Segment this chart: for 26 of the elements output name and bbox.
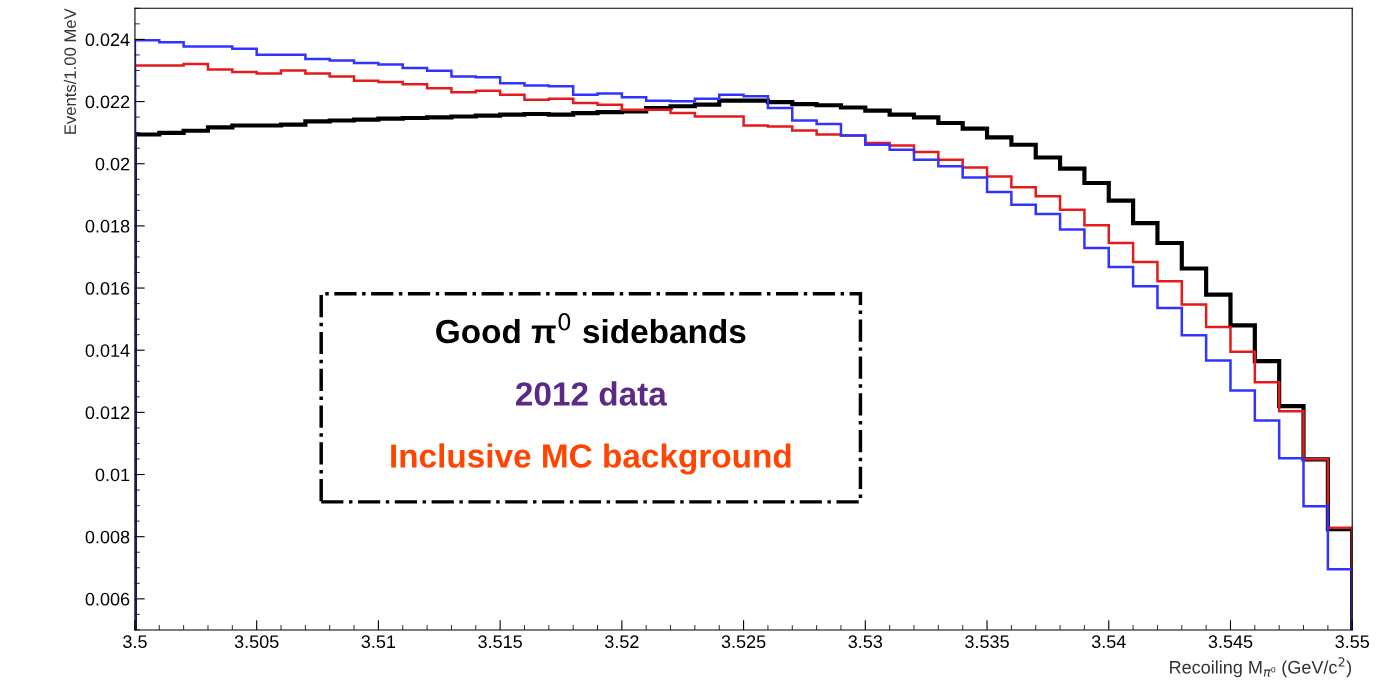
y-tick-label: 0.008 <box>85 530 130 544</box>
y-tick-label: 0.02 <box>95 157 130 171</box>
x-tick-label: 3.54 <box>1091 635 1126 649</box>
x-tick-label: 3.545 <box>1208 635 1253 649</box>
annotation: Good π$^{0}$ sidebands <box>436 312 746 344</box>
x-tick-label: 3.5 <box>123 635 147 649</box>
y-tick-label: 0.022 <box>85 95 130 109</box>
y-tick-label: 0.014 <box>85 344 130 357</box>
x-tick-label: 3.53 <box>848 635 883 649</box>
x-tick-label: 3.515 <box>478 635 522 649</box>
y-tick-label: 0.01 <box>95 468 130 482</box>
x-tick-label: 3.52 <box>604 635 639 649</box>
y-tick-label: 0.012 <box>85 406 130 420</box>
y-tick-label: 0.016 <box>85 281 130 295</box>
x-axis-title: Recoiling M$_{π⁰}$ (GeV/c$^{2}$) <box>1170 657 1352 678</box>
x-tick-label: 3.535 <box>965 635 1009 649</box>
x-tick-label: 3.55 <box>1335 635 1370 649</box>
annotation: 2012 data <box>516 381 668 406</box>
x-tick-label: 3.51 <box>361 635 396 649</box>
x-tick-label: 3.525 <box>721 635 766 649</box>
y-axis-title: Events/1.00 MeV <box>63 8 77 134</box>
annotation: Inclusive MC background <box>391 443 791 475</box>
y-tick-label: 0.024 <box>85 33 130 47</box>
y-tick-label: 0.006 <box>85 592 130 606</box>
y-tick-label: 0.018 <box>85 219 130 233</box>
x-tick-label: 3.505 <box>234 635 279 649</box>
